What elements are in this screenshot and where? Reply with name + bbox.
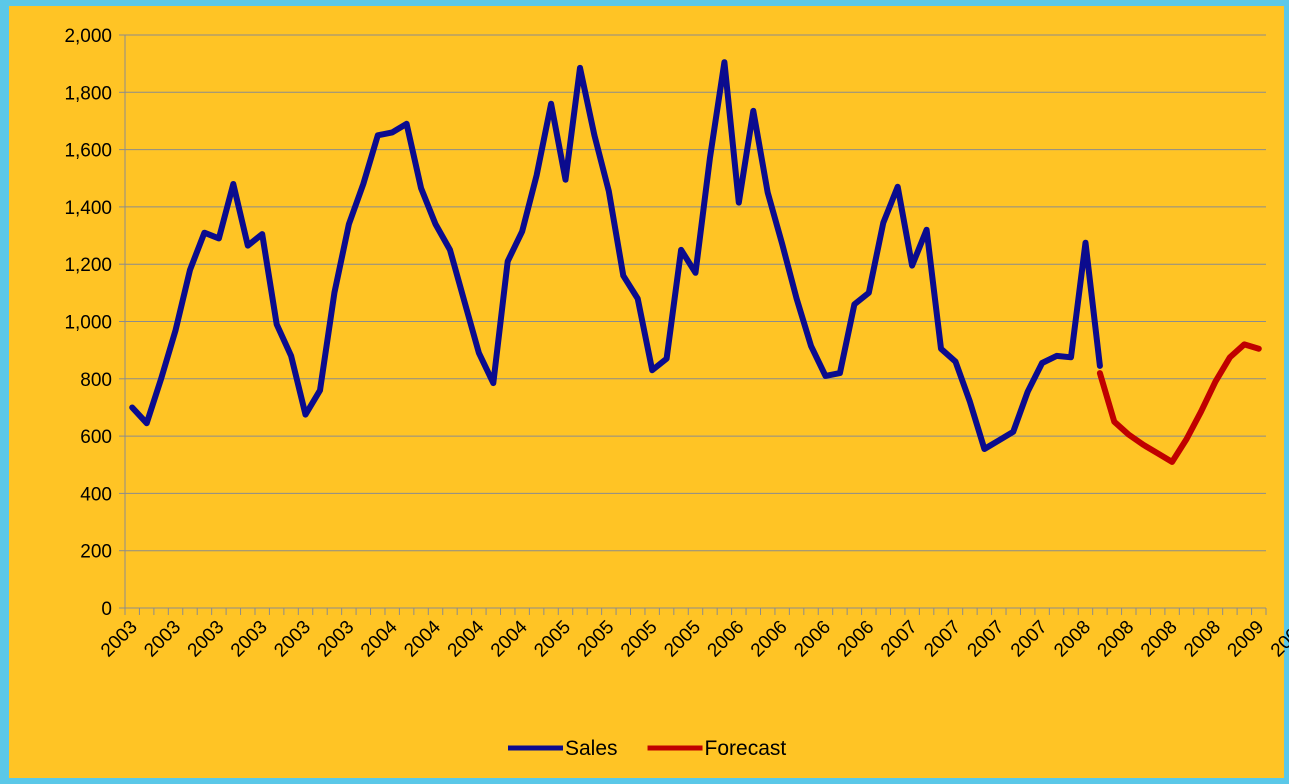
y-tick-label: 1,600 — [64, 141, 112, 162]
x-tick-label: 2004 — [444, 616, 489, 661]
x-tick-label: 2003 — [227, 617, 272, 662]
x-tick-label: 2008 — [1050, 617, 1095, 662]
x-tick-label: 2006 — [790, 617, 835, 662]
x-tick-label: 2006 — [834, 617, 879, 662]
x-tick-label: 2007 — [964, 617, 1009, 662]
x-tick-label: 2007 — [877, 617, 922, 662]
x-tick-label: 2005 — [574, 617, 619, 662]
y-tick-label: 1,000 — [64, 313, 112, 334]
x-tick-label: 2006 — [704, 617, 749, 662]
x-tick-label: 2007 — [920, 617, 965, 662]
x-tick-label: 2006 — [747, 617, 792, 662]
y-tick-label: 200 — [80, 542, 112, 563]
x-tick-label: 2009 — [1224, 617, 1269, 662]
chart-area — [9, 6, 1284, 778]
x-tick-label: 2008 — [1137, 617, 1182, 662]
x-tick-label: 2003 — [270, 617, 315, 662]
series-line-forecast — [1096, 341, 1262, 465]
x-tick-label: 2005 — [660, 617, 705, 662]
x-tick-label: 2004 — [400, 616, 445, 661]
y-tick-label: 1,400 — [64, 198, 112, 219]
y-tick-label: 0 — [101, 599, 112, 620]
x-tick-label: 2004 — [487, 616, 532, 661]
x-tick-label: 2003 — [140, 617, 185, 662]
y-tick-label: 400 — [80, 484, 112, 505]
axes: 0 200 400 600 800 1,000 1,200 1,400 1,600 1,800 2,… — [64, 26, 1289, 661]
legend-label-sales: Sales — [565, 737, 618, 760]
legend-label-forecast: Forecast — [705, 737, 787, 760]
x-tick-label: 2007 — [1007, 617, 1052, 662]
y-tick-label: 800 — [80, 370, 112, 391]
series-line-sales — [129, 59, 1103, 452]
x-tick-label: 2004 — [357, 616, 402, 661]
x-tick-label: 2008 — [1094, 617, 1139, 662]
x-tick-label: 2008 — [1180, 617, 1225, 662]
y-tick-label: 600 — [80, 427, 112, 448]
y-tick-label: 2,000 — [64, 26, 112, 47]
gridlines — [125, 34, 1266, 552]
x-tick-label: 2005 — [530, 617, 575, 662]
x-tick-label: 2005 — [617, 617, 662, 662]
legend: Sales Forecast — [508, 737, 786, 760]
y-tick-label: 1,200 — [64, 255, 112, 276]
x-tick-label: 2003 — [97, 617, 142, 662]
x-tick-label: 2009 — [1267, 617, 1289, 662]
y-tick-label: 1,800 — [64, 83, 112, 104]
series-lines — [129, 59, 1262, 465]
x-tick-label: 2003 — [184, 617, 229, 662]
x-tick-label: 2003 — [314, 617, 359, 662]
